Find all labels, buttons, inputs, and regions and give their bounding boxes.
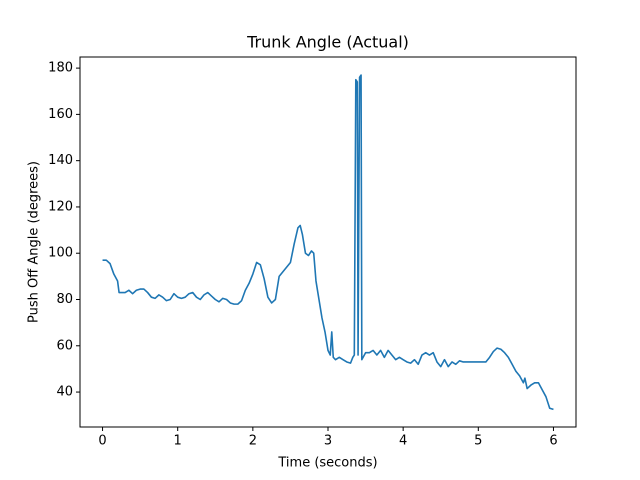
y-tick-label: 100 <box>48 246 73 261</box>
x-tick-label: 5 <box>474 434 482 449</box>
y-tick-label: 120 <box>48 199 73 214</box>
x-tick-label: 3 <box>324 434 332 449</box>
data-line <box>102 74 554 411</box>
plot-frame <box>79 56 577 428</box>
chart-title: Trunk Angle (Actual) <box>246 33 409 52</box>
y-tick-label: 180 <box>48 61 73 76</box>
y-tick-label: 160 <box>48 107 73 122</box>
x-tick-label: 2 <box>249 434 257 449</box>
y-tick-label: 80 <box>56 292 73 307</box>
y-axis-label: Push Off Angle (degrees) <box>27 161 42 323</box>
y-tick-label: 140 <box>48 153 73 168</box>
x-tick-label: 4 <box>399 434 407 449</box>
x-tick-label: 1 <box>174 434 182 449</box>
x-tick-label: 6 <box>549 434 557 449</box>
x-axis-label: Time (seconds) <box>277 456 377 471</box>
y-tick-label: 60 <box>56 338 73 353</box>
x-tick-label: 0 <box>98 434 106 449</box>
y-tick-label: 40 <box>56 385 73 400</box>
